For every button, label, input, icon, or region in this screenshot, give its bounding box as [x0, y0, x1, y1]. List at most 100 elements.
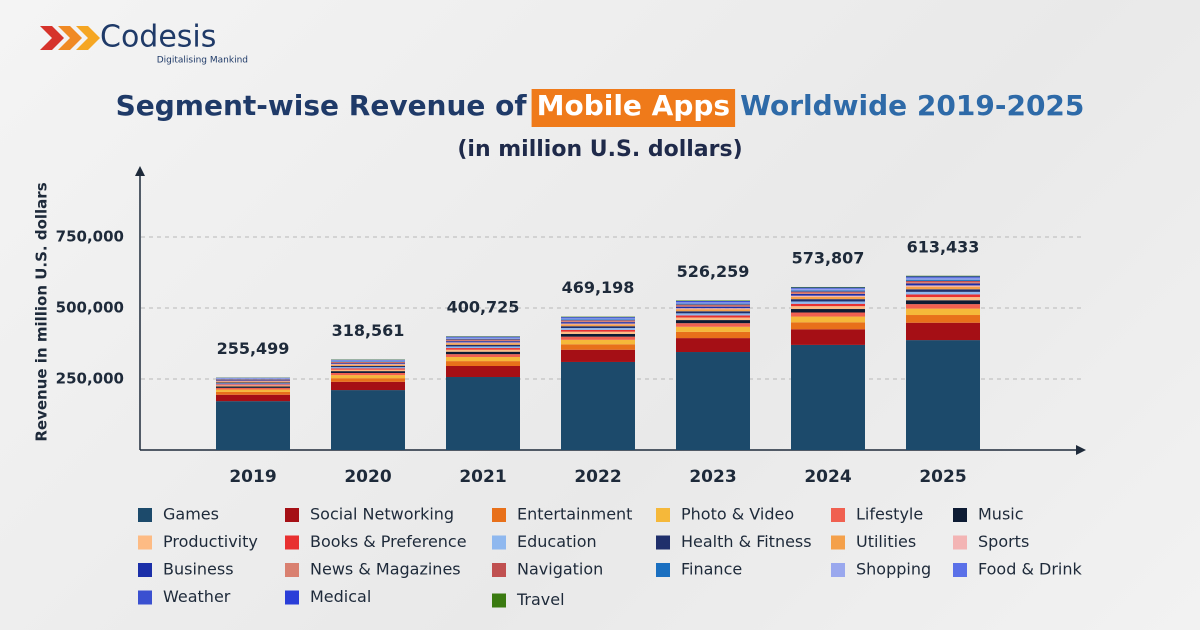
legend-swatch — [138, 508, 152, 522]
bar-segment — [446, 343, 520, 345]
bar-segment — [331, 371, 405, 373]
bar-segment — [561, 333, 635, 337]
bar-segment — [446, 354, 520, 358]
legend-label: Finance — [681, 560, 742, 579]
bar-segment — [676, 301, 750, 302]
legend-swatch — [285, 535, 299, 550]
bar-segment — [791, 344, 865, 450]
bar-segment — [331, 390, 405, 450]
bar-segment — [561, 344, 635, 350]
bar-segment — [331, 381, 405, 391]
bar-segment — [906, 286, 980, 290]
bar-segment — [791, 292, 865, 294]
bar-segment — [216, 401, 290, 450]
bar-segment — [791, 289, 865, 291]
bar-segment — [791, 288, 865, 289]
legend-label: Shopping — [856, 560, 931, 579]
bar-segment — [216, 381, 290, 383]
bar-segment — [676, 303, 750, 305]
bar-segment — [446, 351, 520, 355]
bar-segment — [676, 302, 750, 304]
bar-segment — [676, 326, 750, 332]
y-axis-arrow — [135, 166, 145, 176]
bar-segment — [561, 361, 635, 450]
bar-segment — [216, 382, 290, 384]
bar-segment — [331, 363, 405, 365]
legend-swatch — [492, 593, 506, 608]
bar-segment — [676, 320, 750, 324]
x-axis-arrow — [1076, 445, 1086, 455]
bar-segment — [561, 322, 635, 324]
total-label: 255,499 — [217, 339, 290, 358]
legend-swatch — [285, 508, 299, 522]
bar-segment — [791, 295, 865, 297]
logo-name: Codesis — [100, 20, 216, 55]
bar-segment — [561, 328, 635, 330]
legend-swatch — [656, 563, 670, 577]
title-highlight — [531, 89, 736, 127]
logo-tagline: Digitalising Mankind — [157, 56, 248, 66]
bar-segment — [446, 365, 520, 378]
legend-swatch — [138, 563, 152, 577]
legend-swatch — [953, 508, 967, 522]
bar-segment — [331, 360, 405, 362]
bar-segment — [331, 378, 405, 382]
bar-segment — [676, 309, 750, 312]
legend-label: Entertainment — [517, 505, 632, 524]
bar-segment — [561, 329, 635, 332]
bar-segment — [676, 311, 750, 314]
bar-segment — [791, 303, 865, 307]
bar-segment — [216, 380, 290, 382]
bar-segment — [216, 383, 290, 385]
bar-segment — [331, 364, 405, 365]
bar-segment — [791, 309, 865, 313]
legend-swatch — [492, 535, 506, 550]
bar-segment — [331, 368, 405, 370]
bar-segment — [216, 387, 290, 390]
bar-segment — [561, 318, 635, 320]
x-tick-label: 2025 — [919, 467, 966, 487]
bar-segment — [561, 331, 635, 334]
legend-label: Medical — [310, 587, 371, 606]
legend-label: Navigation — [517, 560, 603, 579]
bar-segment — [446, 341, 520, 343]
bar-segment — [906, 280, 980, 283]
bar-segment — [446, 348, 520, 350]
chart-title: Segment-wise Revenue of — [116, 89, 528, 122]
bar-segment — [676, 315, 750, 318]
bar-segment — [791, 329, 865, 345]
bar-segment — [791, 293, 865, 296]
bar-segment — [446, 340, 520, 342]
bar-segment — [906, 315, 980, 323]
x-tick-label: 2023 — [689, 467, 736, 487]
logo-mark — [40, 26, 100, 50]
legend-label: News & Magazines — [310, 560, 461, 579]
bar-segment — [676, 323, 750, 327]
bar-segment — [791, 322, 865, 330]
chart-title: Mobile Apps — [537, 89, 731, 122]
legend-swatch — [656, 535, 670, 550]
legend-label: Productivity — [163, 532, 258, 551]
bar-segment — [331, 367, 405, 369]
bar-segment — [561, 320, 635, 322]
bar-segment — [906, 278, 980, 280]
legend-label: Food & Drink — [978, 560, 1083, 579]
legend-label: Books & Preference — [310, 532, 467, 551]
legend-label: Music — [978, 505, 1024, 524]
bar-segment — [676, 305, 750, 307]
bar-segment — [216, 389, 290, 392]
total-label: 400,725 — [447, 298, 520, 317]
bar-segment — [561, 336, 635, 340]
bar-segment — [331, 362, 405, 364]
legend-swatch — [953, 535, 967, 550]
bar-segment — [906, 308, 980, 316]
bar-segment — [906, 294, 980, 298]
bar-segment — [446, 344, 520, 347]
legend-label: Games — [163, 505, 219, 524]
bar-segment — [676, 306, 750, 309]
legend-swatch — [831, 563, 845, 577]
bar-segment — [446, 349, 520, 352]
bar-segment — [446, 342, 520, 344]
x-tick-label: 2021 — [459, 467, 506, 487]
